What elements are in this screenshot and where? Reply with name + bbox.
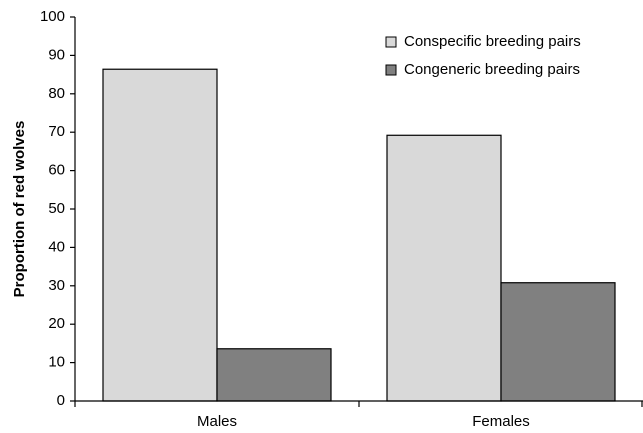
y-tick-label: 70 [48, 123, 65, 140]
y-axis-label: Proportion of red wolves [11, 121, 28, 298]
x-tick-label: Males [197, 413, 237, 430]
bar [386, 134, 502, 402]
bar [500, 282, 616, 402]
bar [216, 348, 332, 402]
y-tick-label: 50 [48, 200, 65, 217]
y-tick-label: 80 [48, 85, 65, 102]
legend-label: Congeneric breeding pairs [404, 61, 580, 78]
y-tick-label: 60 [48, 162, 65, 179]
y-tick-label: 0 [57, 392, 65, 409]
legend-label: Conspecific breeding pairs [404, 33, 581, 50]
y-tick-label: 40 [48, 238, 65, 255]
y-tick-label: 20 [48, 315, 65, 332]
y-tick-label: 100 [40, 8, 65, 25]
y-tick-label: 30 [48, 277, 65, 294]
x-tick-label: Females [472, 413, 530, 430]
bar [102, 68, 218, 402]
y-tick-label: 90 [48, 46, 65, 63]
legend-swatch [385, 64, 397, 76]
legend-swatch [385, 36, 397, 48]
y-tick-label: 10 [48, 354, 65, 371]
